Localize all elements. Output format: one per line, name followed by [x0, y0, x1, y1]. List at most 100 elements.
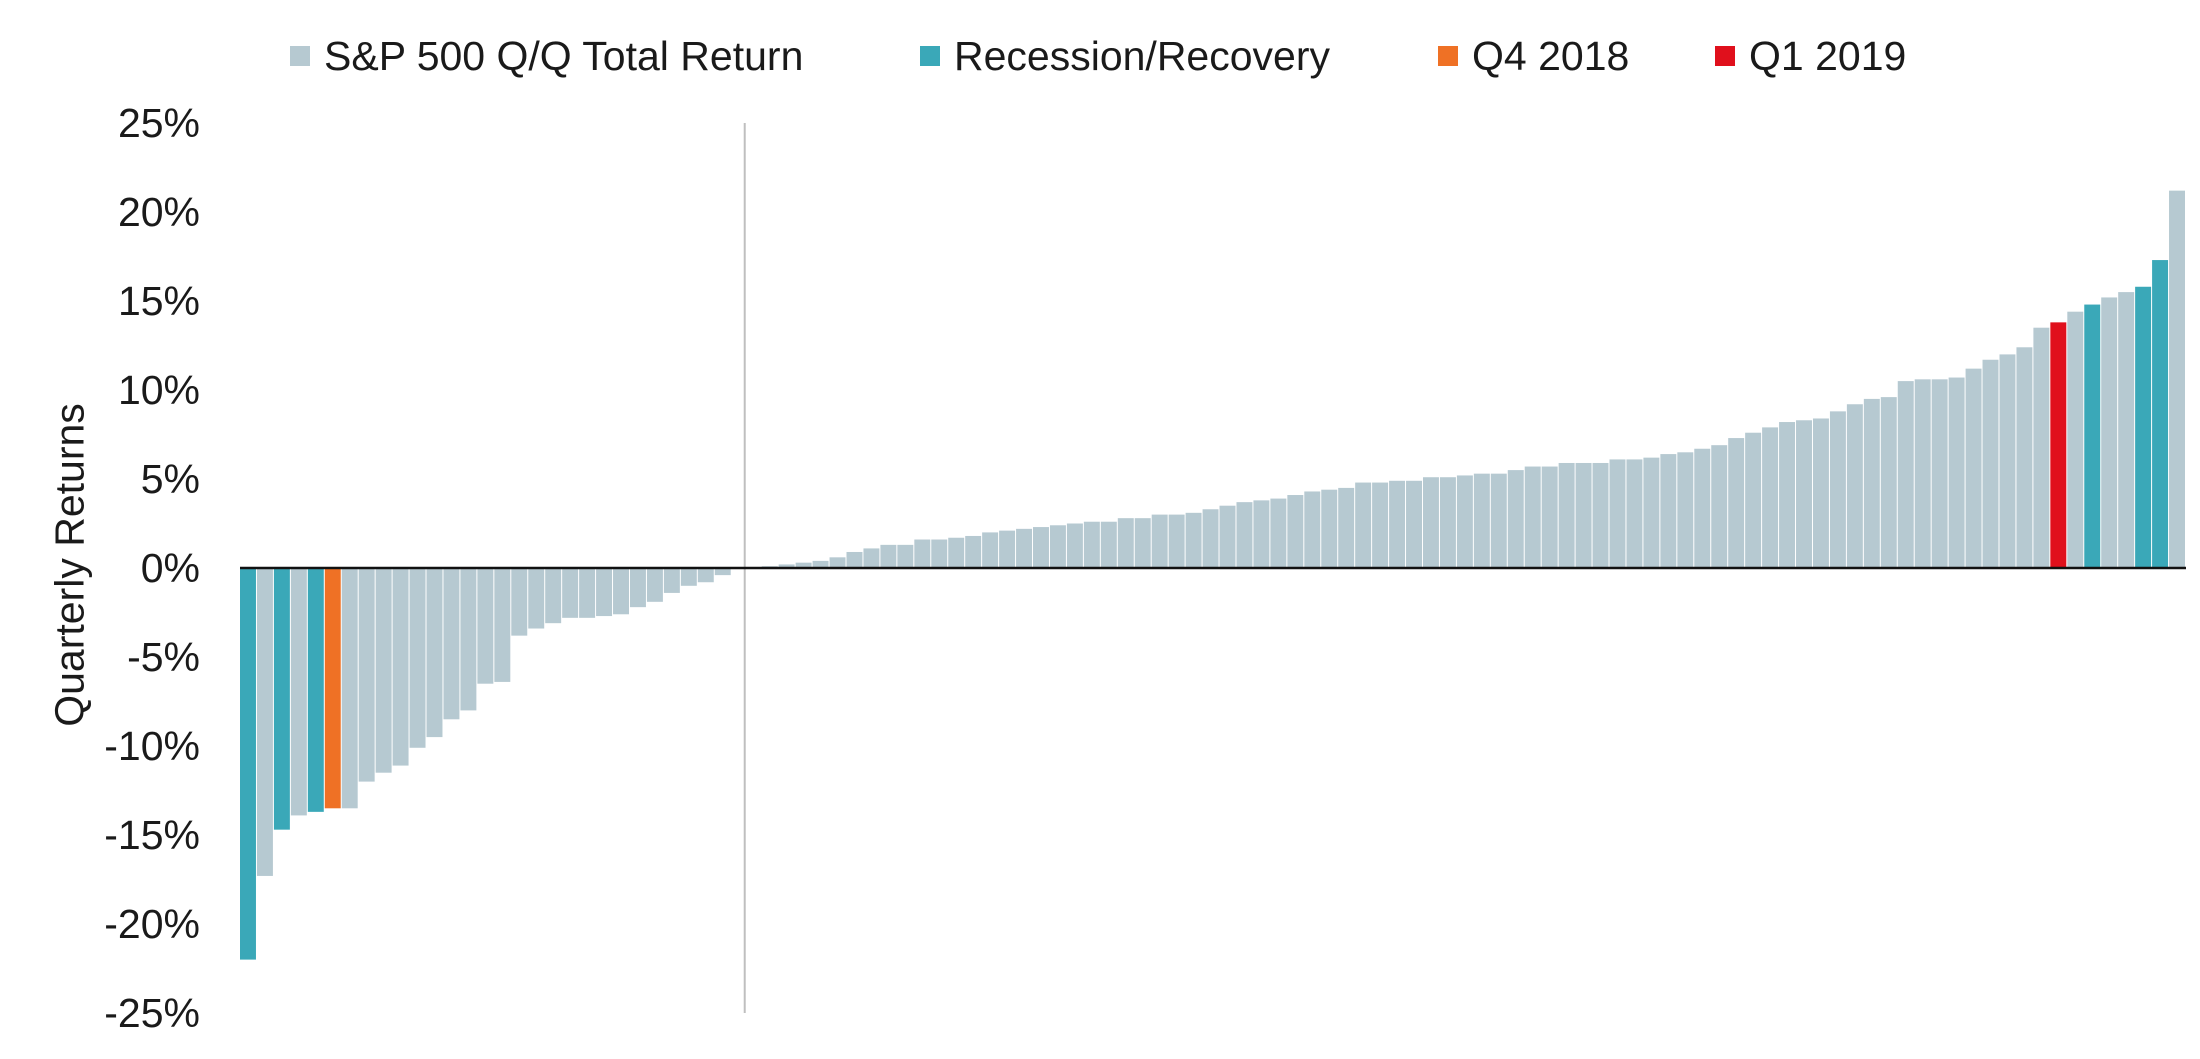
legend-swatch-q1-2019 [1715, 46, 1735, 66]
legend: S&P 500 Q/Q Total Return Recession/Recov… [0, 26, 2200, 86]
legend-item-recession-recovery: Recession/Recovery [920, 26, 1330, 86]
bar-base [863, 548, 880, 568]
bar-base [1456, 475, 1473, 568]
bar-base [1016, 528, 1033, 568]
bar-base [1541, 466, 1558, 568]
bar-base [1270, 498, 1287, 568]
y-tick-label: 10% [118, 367, 200, 413]
bar-base [897, 544, 914, 568]
bar-recession [273, 568, 290, 830]
bar-base [1168, 514, 1185, 568]
bar-base [1338, 487, 1355, 568]
bar-base [2101, 297, 2118, 568]
bar-recession [240, 568, 256, 960]
y-axis-ticks: -25% -20% -15% -10% -5% 0% 5% 10% 15% 20% 25% [104, 100, 200, 1036]
bar-base [426, 568, 443, 738]
bar-base [1490, 473, 1507, 568]
bar-base [812, 560, 829, 568]
bar-base [1389, 480, 1406, 568]
bar-base [1049, 525, 1066, 568]
bar-base [1965, 368, 1982, 568]
legend-item-sp500-return: S&P 500 Q/Q Total Return [290, 26, 803, 86]
bar-base [1287, 495, 1304, 568]
bar-base [443, 568, 460, 720]
bar-recession [2135, 286, 2152, 568]
bar-base [914, 539, 931, 568]
bar-base [2067, 311, 2084, 568]
bar-base [1677, 452, 1694, 568]
y-tick-label: 5% [141, 456, 200, 502]
bar-base [375, 568, 392, 773]
bar-base [494, 568, 511, 682]
bar-base [2016, 347, 2033, 568]
bar-base [562, 568, 579, 618]
bar-base [613, 568, 629, 615]
bar-base [1863, 398, 1880, 568]
bar-base [341, 568, 358, 809]
bar-base [511, 568, 528, 636]
bar-base [1558, 462, 1575, 568]
bar-base [1219, 505, 1236, 568]
legend-swatch-recession [920, 46, 940, 66]
bar-base [1406, 480, 1422, 568]
bar-base [1066, 523, 1083, 568]
bar-base [1575, 462, 1592, 568]
bar-base [1745, 432, 1762, 568]
bar-base [846, 551, 863, 568]
bar-base [1999, 354, 2016, 568]
bar-base [1931, 379, 1948, 568]
bar-base [999, 530, 1016, 568]
bar-base [1762, 427, 1779, 568]
y-tick-label: -25% [104, 990, 200, 1036]
bar-base [1779, 422, 1796, 568]
y-tick-label: 0% [141, 545, 200, 591]
bar-base [1592, 462, 1609, 568]
bar-base [965, 535, 982, 568]
bar-base [1846, 404, 1863, 568]
bar-base [2169, 190, 2185, 568]
legend-label-recession: Recession/Recovery [954, 32, 1330, 79]
y-tick-label: 15% [118, 278, 200, 324]
bar-base [1829, 411, 1846, 568]
bar-base [1524, 466, 1541, 568]
bar-base [1033, 527, 1049, 568]
bar-recession [2084, 304, 2101, 568]
bar-base [1372, 482, 1389, 568]
bar-base [1728, 438, 1745, 568]
y-tick-label: 25% [118, 100, 200, 146]
bar-base [1151, 514, 1168, 568]
bar-base [1982, 359, 1999, 568]
bar-base [1422, 477, 1439, 568]
bar-recession [307, 568, 324, 812]
y-tick-label: -15% [104, 812, 200, 858]
bar-base [663, 568, 680, 593]
bar-recession [2152, 260, 2169, 568]
y-tick-label: -10% [104, 723, 200, 769]
bar-base [2033, 327, 2050, 568]
bar-base [1439, 477, 1456, 568]
bar-base [778, 564, 795, 568]
bar-base [1948, 377, 1965, 568]
bar-q1-2019 [2050, 322, 2067, 568]
bar-base [1507, 470, 1524, 568]
bar-base [1711, 445, 1728, 568]
bar-base [1083, 521, 1100, 568]
bar-base [358, 568, 375, 782]
bar-base [1355, 482, 1372, 568]
bar-base [982, 532, 999, 568]
bar-base [528, 568, 545, 629]
bar-base [931, 539, 948, 568]
bar-base [1304, 491, 1321, 568]
legend-swatch-q4-2018 [1438, 46, 1458, 66]
bar-base [629, 568, 646, 608]
bar-base [1626, 459, 1643, 568]
bar-base [2118, 292, 2135, 568]
bar-base [460, 568, 477, 711]
bar-base [948, 537, 965, 568]
legend-item-q4-2018: Q4 2018 [1438, 26, 1629, 86]
bar-base [1694, 448, 1711, 568]
bar-base [1321, 489, 1338, 568]
bar-base [1914, 379, 1931, 568]
